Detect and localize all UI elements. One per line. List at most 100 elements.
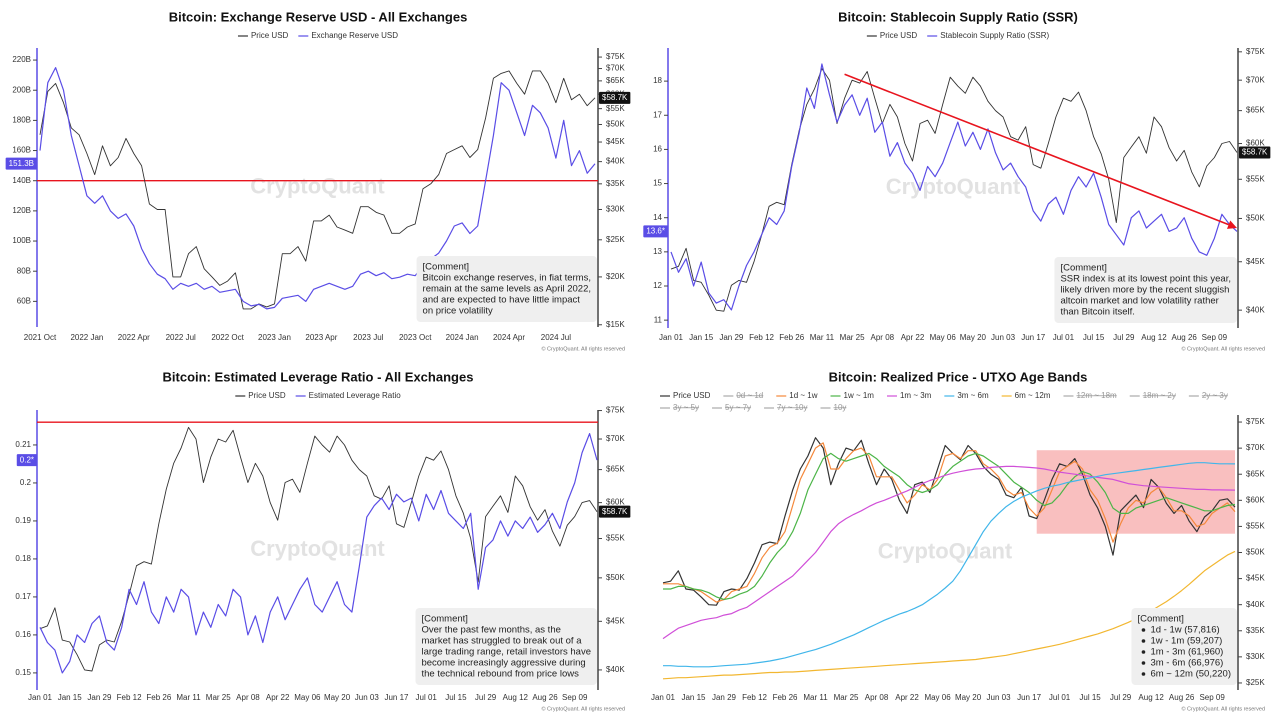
x-tick-label: Jan 15 [689, 333, 714, 342]
x-tick-label: Aug 26 [532, 693, 558, 702]
badge-label: $58.7K [602, 93, 628, 102]
x-tick-label: Jan 01 [28, 693, 53, 702]
legend-entry[interactable]: 3m ~ 6m [944, 391, 989, 400]
y-tick-label: 120B [12, 206, 31, 215]
x-tick-label: Jul 01 [416, 693, 438, 702]
x-tick-label: Jan 01 [651, 693, 676, 702]
x-tick-label: Jun 17 [1017, 693, 1042, 702]
series-line [663, 452, 1236, 601]
x-tick-label: May 20 [324, 693, 351, 702]
x-tick-label: Feb 26 [779, 333, 804, 342]
arrow-head [1226, 220, 1237, 229]
legend-entry[interactable]: 18m ~ 2y [1129, 391, 1176, 400]
legend-entry[interactable]: Estimated Leverage Ratio [295, 391, 402, 400]
badge-label: 151.3B [9, 159, 34, 168]
comment-line: become increasingly aggressive during [421, 658, 585, 669]
x-tick-label: Jun 03 [991, 333, 1016, 342]
y-tick-label: 0.15 [15, 668, 31, 677]
x-tick-label: Jun 03 [355, 693, 380, 702]
legend-entry[interactable]: 10y [820, 403, 847, 412]
x-tick-label: Apr 22 [895, 693, 919, 702]
bullet [1141, 661, 1146, 665]
y-tick-label: 17 [653, 110, 662, 119]
x-tick-label: Apr 22 [266, 693, 290, 702]
x-tick-label: May 06 [930, 333, 957, 342]
y2-tick-label: $50K [606, 573, 625, 582]
legend-entry[interactable]: Stablecoin Supply Ratio (SSR) [927, 31, 1049, 40]
x-tick-label: 2024 Jul [541, 333, 571, 342]
x-tick-label: Aug 26 [1169, 693, 1195, 702]
x-tick-label: Mar 25 [206, 693, 231, 702]
y2-tick-label: $30K [606, 205, 625, 214]
legend-entry[interactable]: 6m ~ 12m [1001, 391, 1051, 400]
x-tick-label: 2024 Apr [493, 333, 525, 342]
comment-line: the technical rebound from price lows [421, 669, 579, 680]
comment-background [1054, 257, 1237, 323]
legend-entry[interactable]: Price USD [235, 391, 286, 400]
y-tick-label: 0.21 [15, 440, 31, 449]
y-tick-label: $55K [1246, 522, 1265, 531]
y2-tick-label: $35K [606, 179, 625, 188]
y-tick-label: $65K [1246, 469, 1265, 478]
x-tick-label: May 20 [955, 693, 982, 702]
end-value-badge: 13.6* [643, 225, 668, 238]
legend-entry[interactable]: 12m ~ 18m [1063, 391, 1117, 400]
y2-tick-label: $60K [1246, 139, 1265, 148]
legend-label: 1d ~ 1w [789, 391, 817, 400]
end-value-badge: $58.7K [599, 91, 631, 104]
y-tick-label: 16 [653, 145, 662, 154]
comment-item: 1m - 3m (61,960) [1150, 647, 1223, 658]
comment-box: [Comment]SSR index is at its lowest poin… [1054, 257, 1237, 323]
legend-entry[interactable]: Price USD [237, 31, 289, 40]
legend-label: 3y ~ 5y [673, 403, 699, 412]
x-tick-label: Apr 08 [865, 693, 889, 702]
legend-entry[interactable]: 1d ~ 1w [776, 391, 818, 400]
legend-label: Price USD [880, 31, 918, 40]
x-tick-label: Sep 09 [562, 693, 588, 702]
x-tick-label: Jul 15 [1083, 333, 1105, 342]
x-tick-label: Jun 03 [987, 693, 1012, 702]
legend-entry[interactable]: Exchange Reserve USD [298, 31, 398, 40]
x-tick-label: Apr 08 [236, 693, 260, 702]
x-tick-label: Aug 12 [1138, 693, 1164, 702]
legend-entry[interactable]: Price USD [660, 391, 711, 400]
x-tick-label: Feb 26 [146, 693, 171, 702]
legend-entry[interactable]: 3y ~ 5y [660, 403, 699, 412]
legend-label: 10y [834, 403, 847, 412]
x-tick-label: 2021 Oct [24, 333, 57, 342]
y2-tick-label: $40K [606, 157, 625, 166]
y-tick-label: 160B [12, 146, 31, 155]
x-tick-label: Feb 12 [749, 333, 774, 342]
x-tick-label: 2022 Apr [118, 333, 150, 342]
end-value-badge: $58.7K [1239, 146, 1271, 159]
badge-background [599, 91, 631, 104]
y-tick-label: 13 [653, 247, 662, 256]
series-line [39, 426, 598, 672]
y2-tick-label: $20K [606, 272, 625, 281]
bullet [1141, 672, 1146, 676]
x-tick-label: Apr 22 [901, 333, 925, 342]
x-tick-label: Mar 11 [176, 693, 201, 702]
trend-arrow [844, 73, 1229, 226]
legend-entry[interactable]: Price USD [866, 31, 918, 40]
x-tick-label: Feb 12 [742, 693, 767, 702]
y-tick-label: 12 [653, 281, 662, 290]
legend-entry[interactable]: 7y ~ 10y [764, 403, 808, 412]
legend-entry[interactable]: 1w ~ 1m [830, 391, 875, 400]
legend-entry[interactable]: 5y ~ 7y [712, 403, 751, 412]
x-tick-label: 2023 Jul [353, 333, 383, 342]
legend-entry[interactable]: 1m ~ 3m [886, 391, 932, 400]
footer: © CryptoQuant. All rights reserved [1181, 345, 1265, 352]
x-tick-label: Feb 26 [773, 693, 798, 702]
comment-heading: [Comment] [423, 262, 469, 273]
badge-label: $58.7K [1242, 148, 1268, 157]
y-tick-label: $50K [1246, 548, 1265, 557]
x-tick-label: Aug 26 [1171, 333, 1197, 342]
x-tick-label: 2022 Oct [211, 333, 244, 342]
y-tick-label: 0.16 [15, 630, 31, 639]
legend-entry[interactable]: 0d ~ 1d [723, 391, 763, 400]
legend-entry[interactable]: 2y ~ 3y [1188, 391, 1228, 400]
series-line [663, 462, 1236, 668]
x-tick-label: Mar 11 [803, 693, 828, 702]
y2-tick-label: $65K [606, 76, 625, 85]
